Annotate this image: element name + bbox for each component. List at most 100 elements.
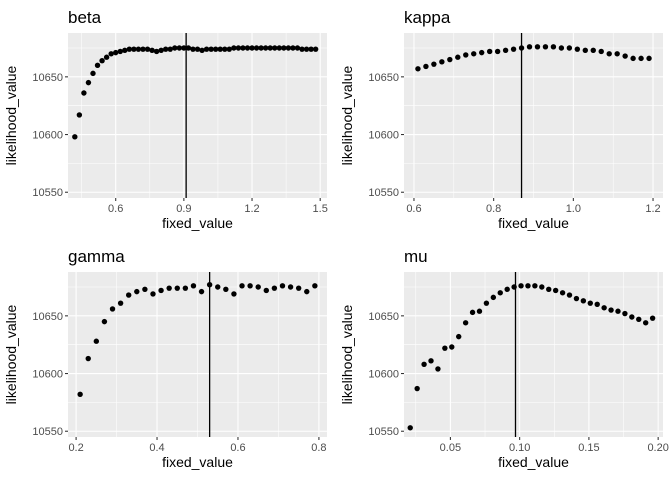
data-point [109, 306, 116, 312]
data-point [415, 66, 421, 72]
y-tick-label: 10550 [368, 426, 399, 438]
data-point [212, 46, 219, 52]
data-point [299, 46, 305, 52]
data-point [421, 361, 427, 368]
data-point [81, 90, 87, 96]
data-point [534, 44, 541, 50]
data-point [76, 112, 83, 118]
data-point [215, 284, 221, 290]
x-tick-label: 0.05 [440, 442, 461, 454]
data-point [108, 51, 114, 57]
data-point [504, 286, 510, 293]
y-axis-title: likelihood_value [3, 304, 19, 404]
data-point [601, 305, 607, 311]
data-point [131, 46, 137, 52]
data-point [142, 286, 148, 293]
data-point [199, 47, 205, 54]
data-point [423, 63, 429, 70]
data-point [431, 61, 437, 67]
data-point [510, 46, 517, 52]
x-tick-label: 0.8 [486, 203, 501, 215]
data-point [134, 288, 140, 295]
x-axis-title: fixed_value [162, 215, 233, 231]
data-point [546, 286, 552, 293]
data-point [629, 314, 635, 320]
data-point [294, 45, 301, 51]
data-point [566, 45, 573, 51]
data-point [442, 345, 448, 351]
data-point [103, 54, 110, 60]
data-point [126, 292, 132, 298]
data-point [542, 44, 549, 50]
data-point [117, 300, 124, 306]
data-point [223, 286, 229, 293]
data-point [649, 315, 656, 321]
data-point [93, 338, 100, 344]
data-point [231, 45, 237, 51]
data-point [158, 287, 164, 294]
data-point [614, 51, 620, 57]
y-tick-label: 10650 [368, 72, 399, 84]
data-point [308, 46, 314, 52]
x-tick-label: 0.6 [108, 203, 123, 215]
x-tick-label: 0.20 [647, 442, 668, 454]
data-point [525, 283, 531, 289]
data-point [281, 45, 287, 51]
data-point [203, 46, 210, 52]
y-tick-label: 10650 [32, 72, 63, 84]
data-point [85, 355, 91, 362]
data-point [181, 45, 187, 51]
data-point [469, 309, 476, 316]
data-point [455, 54, 461, 60]
data-point [594, 301, 600, 308]
data-point [456, 333, 462, 340]
data-point [494, 48, 501, 55]
data-point [162, 46, 169, 52]
data-point [558, 45, 565, 51]
data-point [580, 298, 587, 304]
data-point [226, 46, 233, 52]
data-point [574, 46, 581, 52]
x-tick-label: 1.5 [313, 203, 328, 215]
data-point [208, 46, 214, 52]
x-axis-title: fixed_value [498, 454, 569, 470]
data-point [490, 294, 497, 301]
data-point [606, 51, 612, 57]
y-tick-label: 10550 [32, 187, 63, 199]
data-point [497, 290, 503, 296]
x-axis-title: fixed_value [498, 215, 569, 231]
x-tick-label: 0.6 [406, 203, 421, 215]
data-point [587, 300, 593, 306]
panel-gamma: 10550 10600 10650 0.2 0.4 0.6 0.8 gamma fixed_va… [3, 247, 327, 470]
data-point [85, 79, 92, 86]
data-point [94, 62, 101, 69]
data-point [285, 45, 292, 51]
data-point [140, 46, 146, 52]
data-point [113, 49, 119, 56]
x-tick-label: 0.8 [311, 442, 326, 454]
data-point [158, 47, 164, 54]
data-point [287, 284, 294, 290]
data-point [550, 44, 557, 50]
data-point [526, 44, 533, 50]
x-tick-label: 1.0 [566, 203, 581, 215]
data-point [622, 310, 628, 317]
data-point [608, 307, 614, 313]
data-point [304, 288, 310, 295]
data-point [573, 295, 580, 302]
data-point [126, 46, 133, 52]
data-point [290, 45, 296, 51]
y-tick-label: 10600 [368, 369, 399, 381]
data-point [217, 46, 223, 52]
data-point [638, 55, 644, 62]
y-axis-title: likelihood_value [339, 65, 355, 165]
data-point [222, 46, 228, 52]
data-point [552, 287, 559, 294]
data-point [312, 46, 319, 52]
x-tick-label: 0.4 [149, 442, 164, 454]
data-point [559, 290, 566, 296]
x-tick-label: 0.6 [230, 442, 245, 454]
x-tick-label: 0.9 [176, 203, 191, 215]
data-point [279, 283, 286, 289]
data-point [247, 283, 253, 289]
